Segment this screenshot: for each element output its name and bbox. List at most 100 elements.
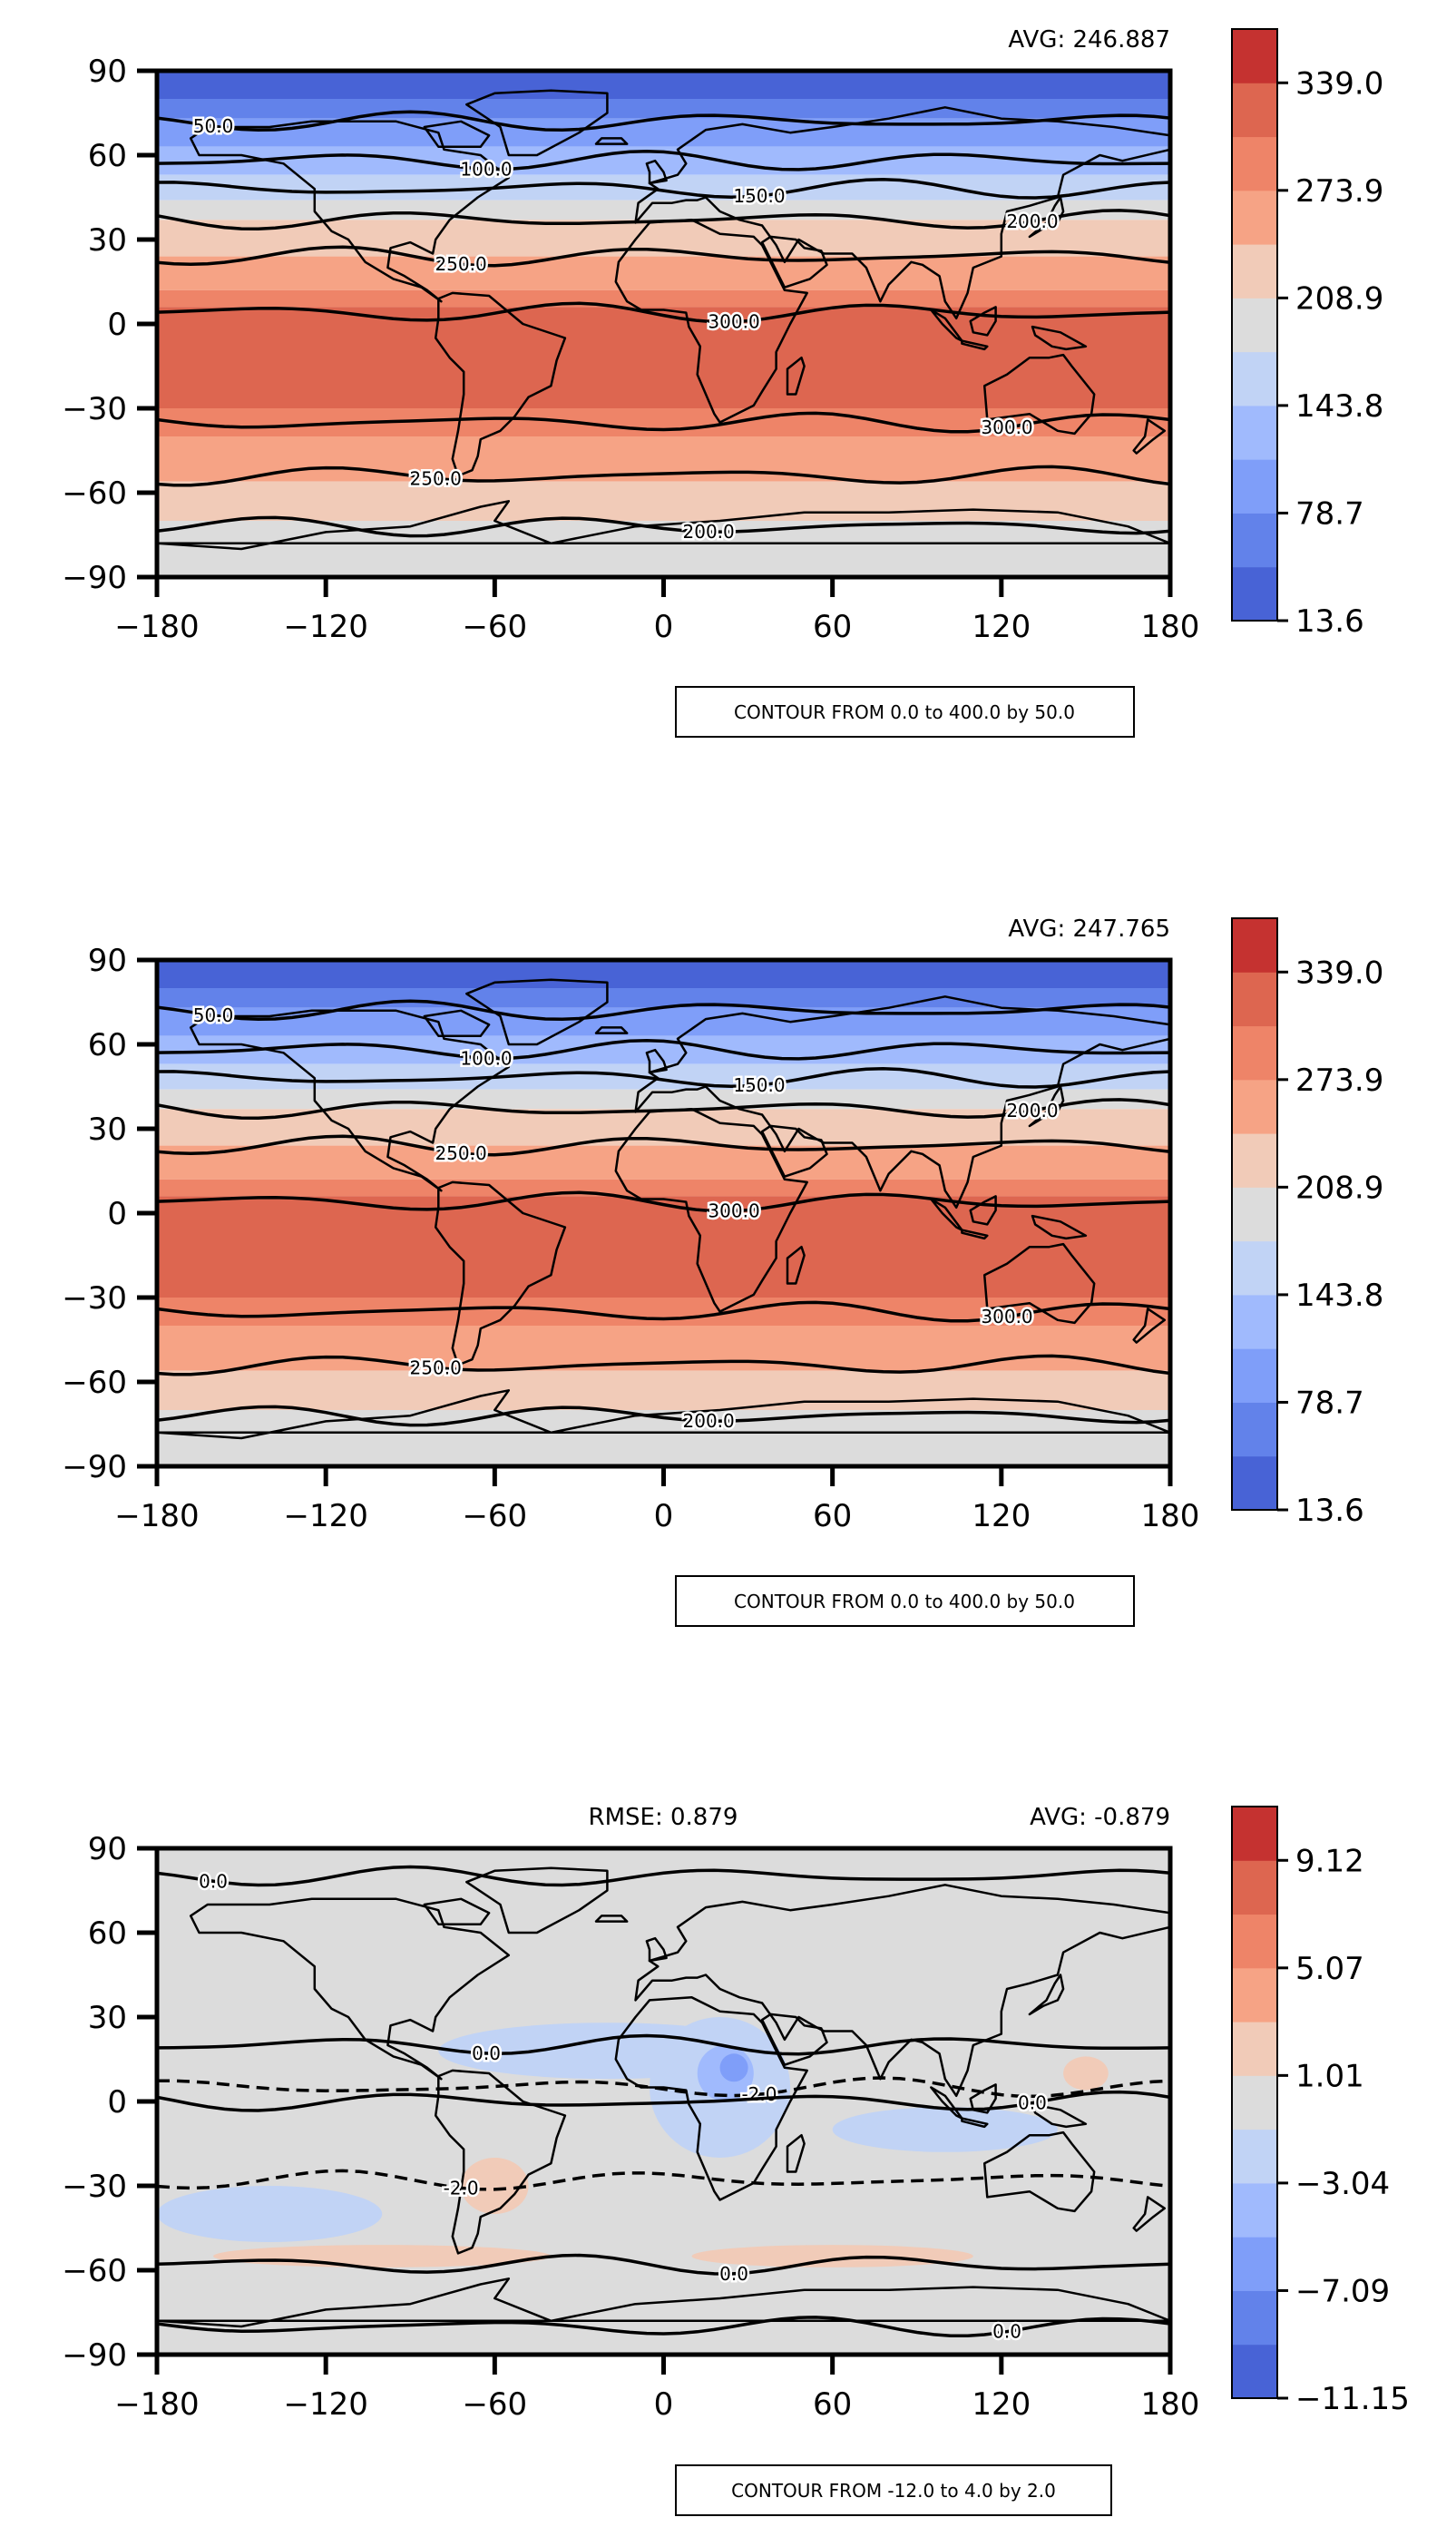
colorbar-segment [1232,298,1277,353]
contour-line [157,465,1170,487]
panel-1-coastlines [157,978,1170,1440]
x-tick-label: −120 [283,609,367,645]
colorbar-frame [1231,1806,1278,2399]
x-tick-label: −180 [114,609,199,645]
contour-label: 200.0 [1006,211,1058,232]
colorbar-tick-label: 208.9 [1295,1170,1383,1206]
colorbar-frame [1231,28,1278,622]
contour-line [157,999,1170,1022]
panel-2-contour-note-box [675,2464,1112,2516]
y-tick-label: 0 [107,1196,127,1232]
colorbar-tick-label: 339.0 [1295,65,1383,102]
coastline-arabia [760,1124,828,1178]
coastline-australia [982,2130,1096,2213]
contour-line [157,149,1170,171]
panel-1-contour-lines: 50.0 100.0 150.0 200.0 250.0 300.0 300.0 250.0 2… [157,999,1170,1435]
x-tick-label: 120 [972,2386,1031,2423]
colorbar-segment [1232,1240,1277,1296]
colorbar-segment [1232,566,1277,622]
panel-1-bands [157,960,1170,1466]
colorbar-segment [1232,1967,1277,2023]
x-tick-label: −180 [114,2386,199,2423]
colorbar-tick-label: −11.15 [1295,2381,1410,2417]
contour-label: 0.0 [1018,2092,1047,2114]
coastline-arabia [760,2013,828,2066]
panel-1-xticks: −180 −120 −60 0 60 120 180 [114,1466,1199,1534]
contour-label: 150.0 [733,185,785,207]
colorbar-segment [1232,2290,1277,2346]
coastline-africa [614,1996,808,2201]
panel-0-xticks: −180 −120 −60 0 60 120 180 [114,577,1199,645]
field-band [157,71,1170,99]
coastline-new-guinea [1031,2102,1088,2129]
field-patch [157,2186,383,2242]
field-band [157,200,1170,220]
coastline-south-america [434,291,567,477]
x-tick-label: −180 [114,1498,199,1534]
contour-label: 0.0 [199,1870,228,1892]
contour-label: 200.0 [1006,1100,1058,1121]
colorbar-segment [1232,513,1277,568]
coastline-new-guinea [1031,325,1088,351]
coastline-baffin [423,120,491,148]
contour-line [157,515,1170,538]
coastline-antarctica [157,500,1170,551]
coastline-north-america [189,1897,511,2081]
contour-line [157,2253,1170,2276]
colorbar-segment [1232,1025,1277,1081]
y-tick-label: 30 [88,2000,127,2036]
panel-1-colorbar: 339.0 273.9 208.9 143.8 78.7 13.6 [1231,917,1383,1529]
panel-2-coastlines [157,1866,1170,2328]
field-band [157,1298,1170,1326]
panel-1-yticks: 90 60 30 0 −30 −60 −90 [62,943,157,1485]
panel-0-bands [157,71,1170,577]
y-tick-label: −90 [62,560,127,596]
colorbar-segment [1232,1187,1277,1242]
colorbar-segment [1232,1079,1277,1134]
contour-label: 250.0 [410,467,462,489]
colorbar-segment [1232,459,1277,514]
x-tick-label: 60 [813,1498,852,1534]
field-band [157,960,1170,988]
panel-1: AVG: 247.765 50.0100.0150.0200.0250.0300… [62,916,1383,1627]
field-band [157,408,1170,436]
coastline-indonesia-a [930,309,963,342]
field-band [157,256,1170,290]
coastline-indonesia-b [961,2117,989,2129]
colorbar-segment [1232,1348,1277,1403]
y-tick-label: 30 [88,1112,127,1148]
contour-label: 100.0 [460,1047,512,1069]
y-tick-label: −30 [62,1280,127,1317]
contour-label: 0.0 [992,2321,1021,2343]
y-tick-label: 0 [107,307,127,343]
colorbar-segment [1232,190,1277,245]
colorbar-segment [1232,405,1277,460]
coastline-australia [982,1242,1096,1325]
contour-line [157,2033,1170,2056]
panel-2-patches [157,2017,1109,2267]
colorbar-tick-label: 339.0 [1295,955,1383,991]
x-tick-label: −120 [283,1498,367,1534]
contour-line [157,177,1170,200]
coastline-iceland [594,137,629,145]
coastline-uk [645,159,668,185]
panel-1-map-area: 50.0 100.0 150.0 200.0 250.0 300.0 300.0 250.0 2… [157,960,1170,1466]
x-tick-label: −120 [283,2386,367,2423]
contour-line [157,1038,1170,1061]
colorbar-tick-label: 143.8 [1295,388,1383,425]
contour-label: 300.0 [708,1200,759,1222]
coastline-japan [1028,1974,1065,2016]
field-patch [832,2107,1058,2152]
y-tick-label: 30 [88,222,127,259]
panel-2-avg-label: AVG: -0.879 [1030,1804,1170,1831]
contour-label: 300.0 [708,311,759,333]
colorbar-segment [1232,2022,1277,2076]
contour-line [157,2090,1170,2112]
panel-0: AVG: 246.887 50.0100.0150.0200.0250.0300… [62,26,1383,738]
coastline-eurasia [634,995,1170,1210]
panel-2-colorbar: 9.12 5.07 1.01 −3.04 −7.09 −11.15 [1231,1806,1410,2417]
x-tick-label: 60 [813,609,852,645]
field-band [157,481,1170,521]
contour-label: -2.0 [741,2083,777,2105]
